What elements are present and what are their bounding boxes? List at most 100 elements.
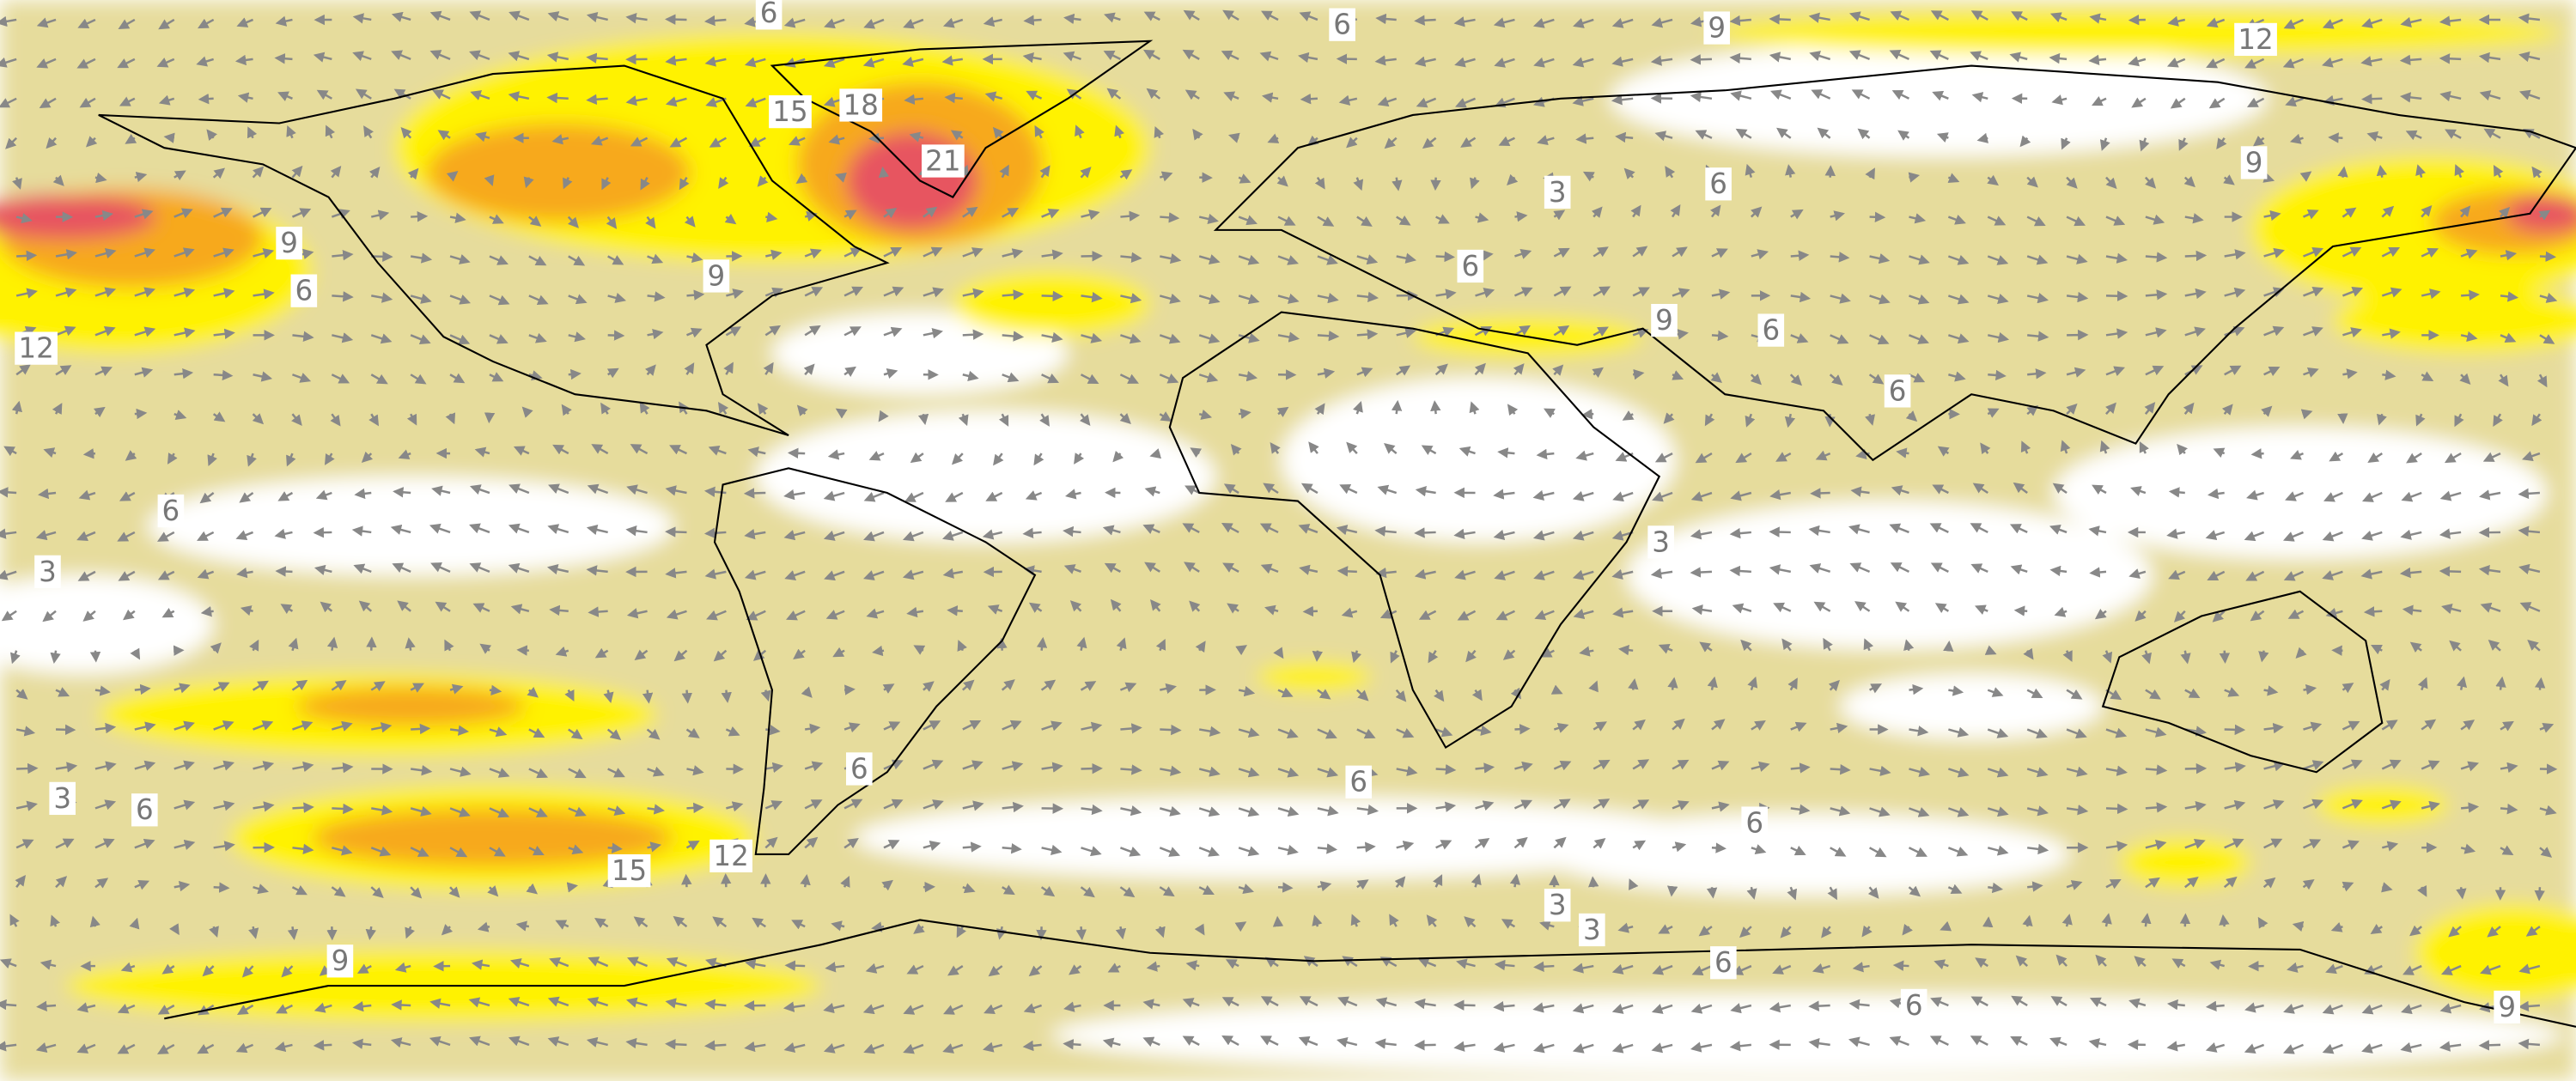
wind-arrow (36, 58, 57, 69)
wind-arrow (1830, 334, 1849, 344)
wind-arrow (2439, 566, 2462, 577)
wind-arrow (370, 333, 393, 344)
wind-arrow (2066, 367, 2086, 378)
wind-arrow (2518, 51, 2541, 63)
wind-arrow (1081, 209, 1100, 221)
wind-arrow (1223, 91, 1239, 102)
wind-arrow (2263, 325, 2285, 337)
wind-arrow (1002, 372, 1020, 383)
wind-arrow (2105, 328, 2128, 339)
wind-arrow (391, 50, 411, 61)
wind-arrow (665, 485, 687, 496)
wind-arrow (1790, 291, 1812, 303)
wind-arrow (747, 446, 766, 458)
wind-arrow (962, 329, 984, 340)
wind-arrow (549, 604, 569, 616)
wind-arrow (2246, 97, 2265, 107)
wind-arrow (1144, 486, 1160, 497)
wind-arrow (2382, 328, 2401, 339)
wind-arrow (1356, 216, 1373, 227)
wind-arrow (1730, 490, 1752, 501)
wind-arrow (2329, 451, 2344, 462)
contour-label: 6 (1461, 250, 1479, 282)
wind-arrow (823, 490, 845, 501)
wind-arrow (1672, 246, 1688, 258)
wind-arrow (721, 872, 732, 888)
wind-arrow (277, 491, 294, 501)
wind-arrow (1710, 204, 1721, 218)
wind-arrow (55, 325, 76, 337)
contour-label: 15 (612, 854, 647, 887)
wind-arrow (783, 17, 806, 28)
wind-arrow (43, 447, 57, 459)
wind-arrow (291, 208, 312, 218)
wind-arrow (313, 526, 332, 538)
wind-arrow (1948, 371, 1966, 382)
wind-arrow (803, 363, 815, 376)
wind-arrow (827, 449, 845, 460)
wind-arrow (1120, 210, 1141, 222)
wind-arrow (1972, 483, 1988, 495)
wind-arrow (2263, 366, 2281, 377)
wind-arrow (647, 291, 666, 302)
wind-arrow (134, 209, 154, 220)
wind-arrow (2027, 881, 2043, 892)
wind-arrow (2224, 325, 2245, 337)
wind-arrow (1314, 176, 1325, 190)
wind-arrow (2456, 887, 2467, 900)
wind-arrow (1063, 1039, 1081, 1050)
wind-arrow (2145, 365, 2165, 376)
wind-arrow (546, 52, 569, 63)
wind-arrow (1119, 373, 1139, 384)
wind-arrow (1537, 135, 1555, 146)
wind-arrow (2066, 176, 2078, 189)
wind-arrow (1591, 206, 1603, 219)
wind-arrow (665, 55, 687, 66)
wind-arrow (213, 882, 230, 893)
wind-arrow (992, 126, 1004, 139)
wind-arrow (2300, 409, 2313, 420)
wind-arrow (2459, 205, 2471, 218)
wind-arrow (1346, 441, 1358, 454)
wind-arrow (1392, 177, 1403, 191)
wind-arrow (2027, 331, 2049, 342)
wind-arrow (883, 326, 903, 337)
wind-arrow (1120, 252, 1142, 263)
wind-arrow (508, 51, 530, 62)
wind-arrow (411, 211, 429, 222)
wind-arrow (1022, 52, 1042, 64)
wind-arrow (804, 248, 822, 259)
wind-arrow (923, 328, 943, 339)
field-high (427, 123, 691, 222)
field-max (0, 193, 156, 240)
wind-arrow (1891, 89, 1910, 100)
wind-arrow (1300, 483, 1318, 495)
wind-arrow (1815, 450, 1831, 461)
wind-arrow (2518, 488, 2541, 500)
wind-arrow (2061, 137, 2071, 150)
wind-arrow (606, 367, 619, 379)
wind-arrow (1909, 213, 1927, 224)
wind-arrow (2406, 452, 2422, 464)
wind-arrow (2493, 413, 2503, 427)
wind-arrow (2361, 18, 2383, 28)
wind-arrow (2052, 483, 2067, 495)
contour-label: 9 (2245, 146, 2263, 179)
wind-arrow (1650, 55, 1673, 66)
wind-arrow (724, 213, 737, 225)
wind-arrow (1632, 246, 1648, 258)
wind-arrow (174, 170, 186, 181)
wind-arrow (1470, 177, 1480, 190)
wind-arrow (2244, 58, 2265, 69)
wind-arrow (199, 492, 215, 504)
wind-arrow (2289, 133, 2304, 144)
wind-arrow (2500, 250, 2518, 261)
wind-arrow (1730, 90, 1752, 101)
wind-arrow (1337, 566, 1357, 577)
wind-arrow (2498, 373, 2509, 387)
wind-arrow (1198, 294, 1221, 305)
wind-arrow (1041, 331, 1063, 343)
wind-arrow (234, 54, 253, 66)
wind-arrow (1435, 251, 1456, 263)
wind-arrow (804, 287, 824, 297)
